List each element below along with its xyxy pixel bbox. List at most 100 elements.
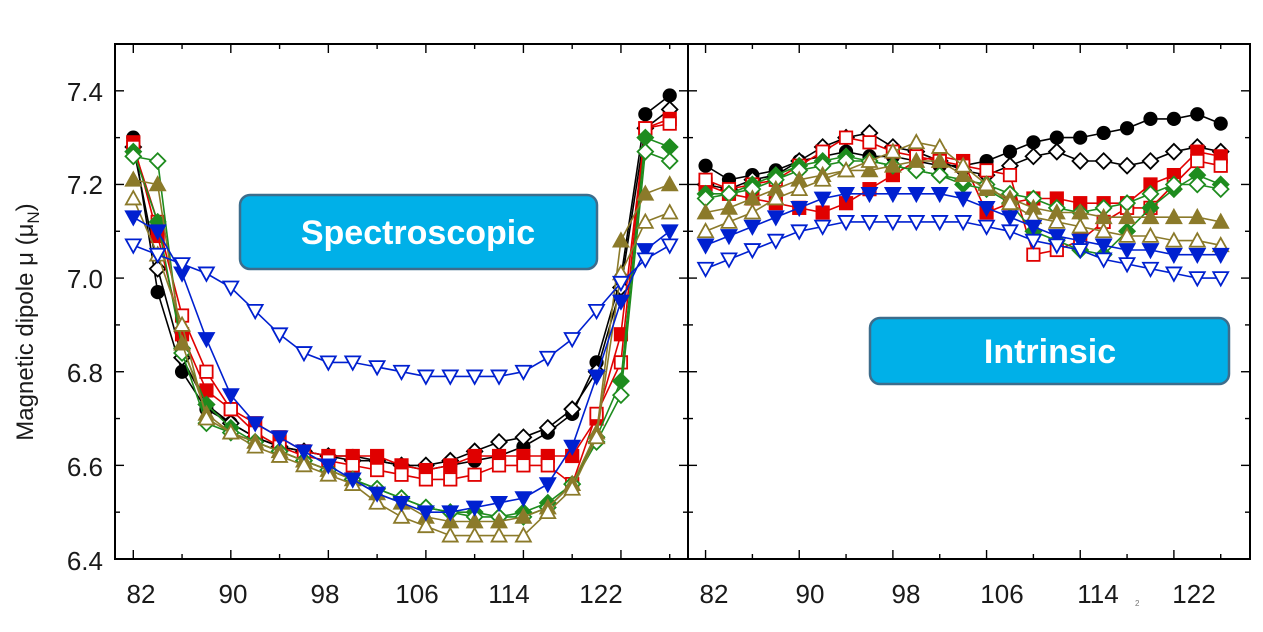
data-point [662, 116, 677, 131]
data-point [392, 495, 411, 513]
data-point [743, 243, 762, 260]
data-point [907, 215, 926, 232]
spectroscopic-badge-label: Spectroscopic [301, 214, 535, 252]
data-point [907, 186, 926, 204]
data-point [148, 175, 167, 192]
data-point [907, 151, 926, 168]
data-point [465, 369, 484, 386]
data-point [148, 224, 167, 241]
data-point [418, 472, 433, 487]
data-point [813, 170, 832, 187]
x-tick-label: 106 [395, 579, 438, 609]
data-point [1071, 243, 1090, 260]
data-point [636, 212, 655, 229]
data-point [514, 364, 533, 382]
data-point [1190, 153, 1205, 169]
data-point [416, 516, 435, 534]
series [124, 189, 679, 543]
data-point [660, 238, 679, 255]
data-point [1047, 142, 1066, 161]
data-point [148, 152, 167, 171]
data-point [197, 266, 216, 283]
y-axis-title: Magnetic dipole μ (μN) [12, 203, 43, 440]
x-tick-labels-left: 82 90 98 106 114 122 [127, 579, 623, 609]
data-point [611, 275, 630, 293]
data-point [246, 416, 265, 433]
data-point [1071, 152, 1090, 171]
y-tick-label: 6.4 [67, 546, 103, 576]
data-point [660, 203, 679, 220]
data-point [294, 456, 313, 473]
data-point [837, 215, 856, 232]
data-point [1188, 207, 1207, 225]
data-point [368, 486, 387, 503]
data-point [883, 156, 902, 173]
data-point [1118, 257, 1137, 274]
footnote: 2 [1135, 599, 1140, 608]
data-point [490, 369, 509, 386]
data-point [345, 458, 360, 473]
data-point [490, 526, 509, 543]
data-point [394, 467, 409, 482]
data-point [370, 462, 385, 478]
data-point [977, 175, 996, 192]
intrinsic-badge: Intrinsic [868, 316, 1231, 386]
data-point [197, 409, 216, 426]
data-point [392, 507, 411, 524]
series [696, 133, 1230, 253]
data-point [563, 332, 582, 349]
data-point [197, 332, 216, 349]
data-point [1024, 147, 1043, 166]
data-point [124, 189, 143, 206]
data-point [1002, 144, 1018, 159]
data-point [467, 467, 482, 482]
series [696, 186, 1230, 264]
data-point [1047, 212, 1066, 229]
data-point [1094, 252, 1113, 269]
data-point [1190, 107, 1205, 122]
data-point [838, 130, 854, 145]
x-tick-label: 98 [311, 579, 340, 609]
data-point [977, 201, 996, 218]
data-point [1188, 247, 1207, 264]
data-point [1118, 243, 1137, 260]
series [124, 210, 679, 522]
data-point [443, 472, 458, 487]
data-point [441, 526, 460, 543]
data-point [1118, 156, 1137, 175]
data-point [1071, 217, 1090, 234]
data-point [815, 205, 830, 220]
data-point [587, 427, 606, 445]
data-point [221, 423, 240, 440]
data-point [636, 184, 655, 201]
data-point [1118, 207, 1137, 225]
data-point [1094, 238, 1113, 255]
x-tick-label: 82 [127, 579, 156, 609]
data-point [837, 186, 856, 204]
data-point [294, 346, 313, 363]
data-point [743, 203, 762, 220]
x-tick-label: 98 [892, 579, 921, 609]
data-point [1026, 247, 1041, 262]
data-point [1211, 180, 1230, 199]
data-point [514, 507, 533, 524]
y-tick-label: 7.4 [67, 77, 103, 107]
data-point [696, 221, 715, 239]
y-tick-label: 7.2 [67, 170, 103, 200]
data-point [1001, 193, 1019, 211]
data-point [790, 179, 809, 196]
data-point [930, 137, 949, 154]
data-point [1211, 212, 1230, 229]
data-point [1141, 184, 1160, 203]
data-point [467, 448, 482, 464]
data-point [1213, 158, 1228, 173]
y-tick-label: 6.8 [67, 358, 103, 388]
data-point [343, 355, 362, 372]
data-point [514, 526, 533, 543]
data-point [1002, 167, 1018, 183]
x-tick-labels-right: 82 90 98 106 114 122 [700, 579, 1216, 609]
data-point [696, 238, 715, 255]
data-point [1141, 261, 1160, 279]
x-tick-label: 122 [1172, 579, 1215, 609]
data-point [246, 304, 265, 321]
